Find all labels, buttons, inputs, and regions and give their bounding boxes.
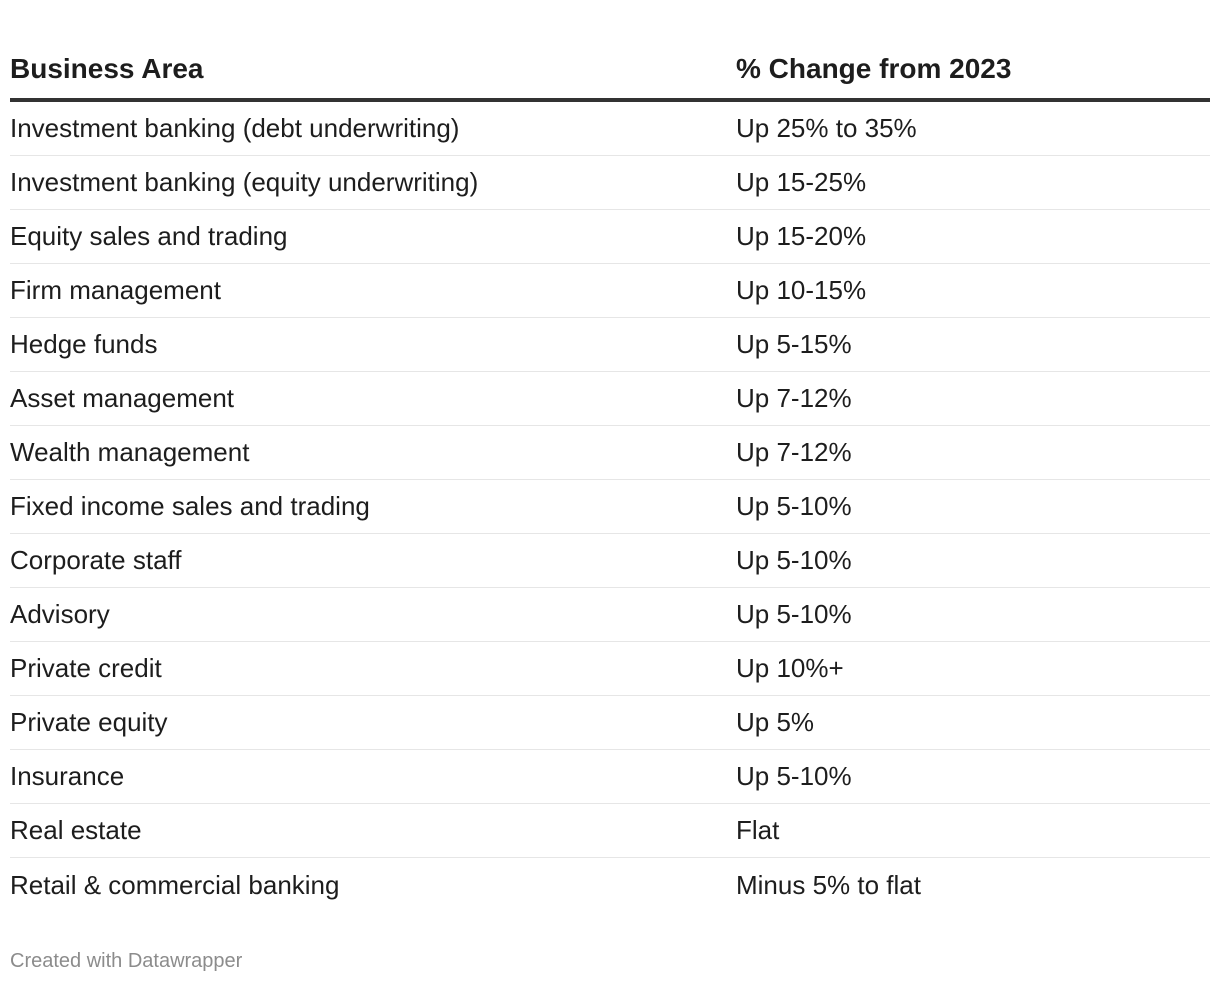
cell-business-area: Investment banking (equity underwriting) [10, 167, 479, 197]
table-row: Wealth management Up 7-12% [10, 426, 1210, 480]
cell-business-area: Equity sales and trading [10, 221, 288, 251]
table-row: Equity sales and trading Up 15-20% [10, 210, 1210, 264]
table-row: Advisory Up 5-10% [10, 588, 1210, 642]
table-row: Investment banking (debt underwriting) Up… [10, 102, 1210, 156]
cell-business-area: Private equity [10, 707, 168, 737]
table-body: Investment banking (debt underwriting) Up… [10, 102, 1210, 912]
cell-percent-change: Up 5-10% [736, 761, 852, 791]
cell-percent-change: Up 10%+ [736, 653, 844, 683]
cell-business-area: Real estate [10, 815, 142, 845]
cell-business-area: Wealth management [10, 437, 250, 467]
cell-percent-change: Up 5-10% [736, 491, 852, 521]
cell-percent-change: Up 7-12% [736, 383, 852, 413]
column-header-percent-change: % Change from 2023 [736, 53, 1012, 84]
cell-percent-change: Up 5-10% [736, 545, 852, 575]
cell-business-area: Corporate staff [10, 545, 182, 575]
cell-business-area: Advisory [10, 599, 110, 629]
cell-percent-change: Up 15-20% [736, 221, 867, 251]
table-row: Private equity Up 5% [10, 696, 1210, 750]
cell-percent-change: Up 15-25% [736, 167, 867, 197]
cell-percent-change: Minus 5% to flat [736, 869, 921, 900]
table-row: Hedge funds Up 5-15% [10, 318, 1210, 372]
cell-business-area: Insurance [10, 761, 125, 791]
cell-percent-change: Up 25% to 35% [736, 113, 917, 143]
table-row: Insurance Up 5-10% [10, 750, 1210, 804]
data-table: Business Area % Change from 2023 Investm… [10, 40, 1210, 912]
table-row: Fixed income sales and trading Up 5-10% [10, 480, 1210, 534]
cell-percent-change: Flat [736, 815, 780, 845]
cell-business-area: Private credit [10, 653, 162, 683]
cell-percent-change: Up 10-15% [736, 275, 867, 305]
table-row: Asset management Up 7-12% [10, 372, 1210, 426]
cell-percent-change: Up 5% [736, 707, 815, 737]
cell-business-area: Hedge funds [10, 329, 158, 359]
table-row: Retail & commercial banking Minus 5% to f… [10, 858, 1210, 912]
cell-business-area: Asset management [10, 383, 235, 413]
cell-percent-change: Up 5-10% [736, 599, 852, 629]
cell-business-area: Fixed income sales and trading [10, 491, 370, 521]
table-row: Private credit Up 10%+ [10, 642, 1210, 696]
table-row: Corporate staff Up 5-10% [10, 534, 1210, 588]
column-header-business-area: Business Area [10, 53, 204, 84]
table-row: Firm management Up 10-15% [10, 264, 1210, 318]
cell-percent-change: Up 5-15% [736, 329, 852, 359]
datawrapper-credit: Created with Datawrapper [10, 950, 243, 972]
table-row: Investment banking (equity underwriting)… [10, 156, 1210, 210]
cell-business-area: Retail & commercial banking [10, 869, 340, 900]
cell-business-area: Firm management [10, 275, 221, 305]
cell-percent-change: Up 7-12% [736, 437, 852, 467]
table-row: Real estate Flat [10, 804, 1210, 858]
table-header-row: Business Area % Change from 2023 [10, 40, 1210, 102]
cell-business-area: Investment banking (debt underwriting) [10, 113, 460, 143]
